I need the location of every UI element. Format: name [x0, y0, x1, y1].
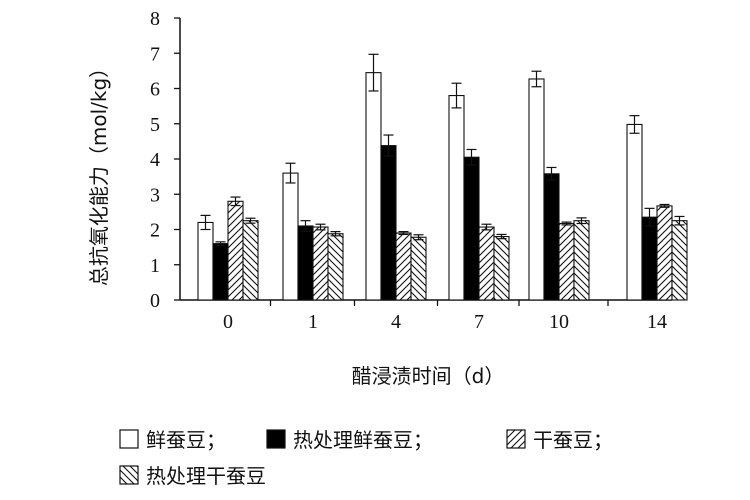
x-tick-label: 0: [223, 311, 233, 333]
chart-legend: 鲜蚕豆； 热处理鲜蚕豆； 干蚕豆； 热处理干蚕豆: [119, 428, 613, 488]
bar: [463, 156, 480, 301]
y-tick-label: 4: [150, 149, 160, 171]
y-tick-label: 7: [150, 43, 160, 65]
bar: [478, 226, 495, 301]
x-tick-label: 7: [474, 311, 484, 333]
legend-swatch: [506, 429, 526, 449]
bar: [656, 205, 673, 301]
x-tick-label: 4: [391, 311, 401, 333]
bar: [671, 220, 688, 301]
y-tick-label: 6: [150, 79, 160, 101]
x-tick-label: 1: [308, 311, 318, 333]
bar: [297, 225, 314, 301]
legend-swatch: [266, 429, 286, 449]
legend-label: 热处理鲜蚕豆；: [293, 428, 433, 452]
bar: [282, 172, 299, 301]
bar: [380, 145, 397, 301]
bar: [365, 72, 382, 301]
bar: [493, 236, 510, 301]
bar: [312, 226, 329, 301]
bar: [410, 236, 427, 301]
y-tick-label: 0: [150, 290, 160, 312]
bar: [543, 173, 560, 301]
bar: [448, 95, 465, 301]
y-tick-label: 8: [150, 8, 160, 30]
x-axis-title: 醋浸渍时间（d）: [352, 364, 505, 388]
legend-swatch: [119, 429, 139, 449]
bar: [197, 221, 214, 301]
bar: [227, 200, 244, 301]
x-tick-label: 14: [647, 311, 667, 333]
y-tick-label: 5: [150, 114, 160, 136]
legend-swatch: [119, 465, 139, 485]
bar: [641, 216, 658, 301]
y-tick-label: 3: [150, 184, 160, 206]
x-tick-label: 10: [549, 311, 569, 333]
bar: [528, 78, 545, 301]
bar: [327, 233, 344, 301]
legend-label: 热处理干蚕豆: [146, 464, 266, 488]
y-tick-label: 1: [150, 255, 160, 277]
y-tick-label: 2: [150, 220, 160, 242]
bar: [242, 220, 259, 301]
bar: [626, 123, 643, 301]
legend-label: 干蚕豆；: [533, 428, 613, 452]
y-axis-title: 总抗氧化能力（mol/kg）: [87, 58, 111, 286]
bar: [395, 232, 412, 301]
legend-label: 鲜蚕豆；: [146, 428, 226, 452]
bar: [573, 220, 590, 301]
bar: [212, 243, 229, 301]
bar: [558, 222, 575, 301]
